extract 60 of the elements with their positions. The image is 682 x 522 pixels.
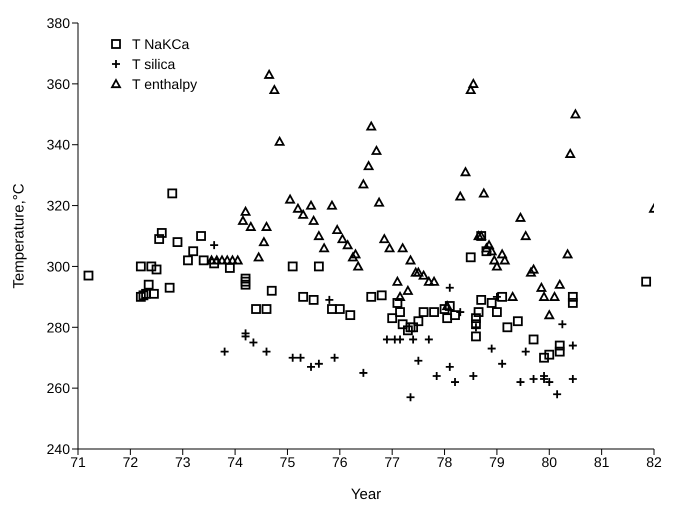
point [395,334,405,344]
point [455,307,466,317]
point [450,377,460,387]
x-tick-label: 74 [227,454,244,470]
point [516,377,526,387]
x-tick-label: 82 [646,454,662,470]
point [358,368,368,378]
point [296,352,306,363]
point [471,322,481,332]
legend-label: T enthalpy [132,75,198,94]
point [314,358,324,369]
x-tick-label: 78 [436,454,453,470]
point [240,332,250,342]
x-tick-label: 76 [332,454,348,470]
point [528,374,538,384]
point [408,334,418,344]
legend-label: T NaKCa [132,35,190,54]
point [520,346,531,357]
point [468,371,478,381]
x-tick-label: 73 [174,454,191,470]
point [330,352,340,363]
point [552,389,562,400]
y-tick-label: 260 [46,380,70,396]
y-tick-label: 320 [46,198,70,214]
point [568,374,578,384]
y-tick-label: 360 [46,76,70,92]
y-tick-label: 280 [46,319,70,336]
y-tick-label: 240 [46,440,70,457]
point [382,334,392,344]
x-tick-label: 71 [70,454,86,470]
point [497,358,508,369]
point [413,356,424,366]
x-axis-title: Year [350,486,382,503]
x-tick-label: 79 [489,454,505,470]
point [568,340,578,350]
y-tick-label: 340 [46,136,70,153]
x-tick-label: 80 [541,454,558,470]
point [432,371,442,381]
y-axis-title: Temperature,°C [10,183,28,289]
x-tick-label: 77 [384,454,400,470]
point [444,282,455,293]
point [486,344,497,354]
point [306,362,316,372]
point [324,295,334,305]
point [288,352,298,363]
x-tick-label: 75 [280,454,296,470]
point [248,338,258,348]
point [209,240,220,250]
x-tick-label: 81 [594,454,610,470]
point [424,334,434,344]
y-tick-label: 380 [46,14,70,31]
point [406,392,416,402]
point [492,292,502,302]
y-tick-label: 300 [46,258,70,274]
point [262,346,272,357]
legend-label: T silica [132,55,176,74]
point [444,362,455,372]
point [220,346,230,357]
point [557,319,568,330]
x-tick-label: 72 [122,454,138,470]
